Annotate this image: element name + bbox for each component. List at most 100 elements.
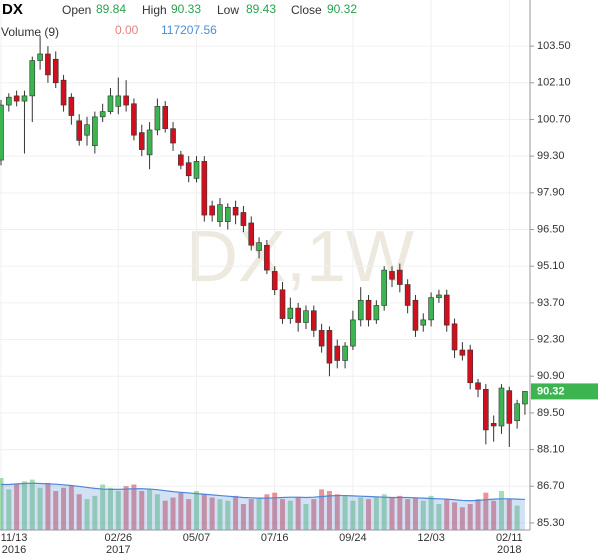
x-tick-year: 2017 bbox=[106, 544, 130, 556]
candle-body bbox=[428, 297, 434, 321]
candle-body bbox=[107, 95, 114, 112]
low-label: Low bbox=[217, 3, 239, 17]
candle-body bbox=[295, 307, 301, 323]
volume-ma-area bbox=[1, 483, 525, 530]
volume-value: 0.00 bbox=[115, 23, 139, 37]
volume-bar bbox=[154, 494, 160, 530]
volume-bar bbox=[467, 504, 473, 530]
volume-bar bbox=[45, 482, 51, 530]
candle-body bbox=[412, 299, 419, 331]
volume-bar bbox=[452, 502, 458, 530]
candle-body bbox=[404, 284, 411, 306]
volume-bar bbox=[483, 492, 489, 530]
volume-bar bbox=[334, 494, 340, 530]
volume-bar bbox=[139, 491, 145, 530]
volume-bar bbox=[264, 494, 270, 530]
volume-label: Volume (9) bbox=[1, 25, 59, 39]
candle-body bbox=[123, 95, 129, 106]
y-tick-label: 88.10 bbox=[537, 443, 565, 455]
volume-bar bbox=[37, 487, 43, 530]
last-price-box bbox=[531, 383, 598, 400]
candle-body bbox=[170, 128, 176, 144]
candle-body bbox=[185, 162, 192, 177]
volume-bar bbox=[201, 494, 207, 530]
volume-bar bbox=[21, 481, 27, 530]
x-tick-label: 02/26 bbox=[105, 532, 133, 544]
candle-body bbox=[154, 106, 161, 131]
candle-body bbox=[201, 161, 208, 216]
candle-body bbox=[193, 161, 200, 179]
y-tick-label: 93.70 bbox=[537, 297, 565, 309]
candle-body bbox=[451, 323, 458, 351]
candle-body bbox=[498, 387, 505, 427]
y-tick-label: 99.30 bbox=[537, 150, 565, 162]
volume-bar bbox=[358, 497, 364, 530]
y-tick-label: 92.30 bbox=[537, 333, 565, 345]
candle-body bbox=[131, 103, 137, 136]
grid bbox=[0, 0, 530, 530]
candle-body bbox=[92, 116, 98, 146]
candle-body bbox=[389, 271, 395, 280]
y-tick-label: 96.50 bbox=[537, 223, 565, 235]
volume-bar bbox=[326, 491, 332, 530]
volume-bar bbox=[444, 499, 450, 530]
volume-bar bbox=[420, 500, 426, 530]
volume-bar bbox=[123, 486, 129, 530]
y-tick-label: 90.90 bbox=[537, 370, 565, 382]
x-tick-label: 11/13 bbox=[1, 532, 28, 544]
candle-body bbox=[162, 106, 169, 129]
watermark: DX,1W bbox=[186, 217, 414, 297]
volume-bar bbox=[366, 499, 372, 530]
volume-bar bbox=[342, 495, 348, 530]
volume-bar bbox=[115, 491, 121, 530]
volume-bar bbox=[6, 489, 12, 530]
candle-body bbox=[483, 389, 489, 431]
volume-bar bbox=[107, 487, 113, 530]
x-tick-label: 07/16 bbox=[261, 532, 289, 544]
volume-bar bbox=[280, 499, 286, 530]
x-tick-label: 09/24 bbox=[339, 532, 367, 544]
high-value: 90.33 bbox=[171, 2, 201, 16]
candle-body bbox=[475, 382, 481, 390]
candles bbox=[0, 35, 528, 447]
candle-body bbox=[45, 53, 51, 76]
candle-body bbox=[522, 391, 528, 405]
candle-body bbox=[514, 403, 520, 422]
volume-pane bbox=[0, 478, 525, 530]
candle-body bbox=[381, 269, 387, 306]
volume-bar bbox=[498, 491, 504, 530]
y-tick-label: 100.70 bbox=[537, 113, 571, 125]
volume-bar bbox=[295, 497, 301, 530]
volume-bar bbox=[29, 479, 35, 530]
x-tick-label: 05/07 bbox=[183, 532, 211, 544]
x-tick-label: 02/11 bbox=[496, 532, 523, 544]
volume-bar bbox=[436, 504, 442, 530]
candle-body bbox=[326, 330, 333, 364]
candle-body bbox=[373, 305, 380, 321]
candle-body bbox=[146, 129, 153, 156]
y-tick-label: 103.50 bbox=[537, 40, 571, 52]
volume-bar bbox=[131, 484, 137, 530]
volume-bar bbox=[405, 499, 411, 530]
volume-ma-line bbox=[1, 482, 525, 502]
candle-body bbox=[21, 95, 28, 102]
low-value: 89.43 bbox=[246, 2, 276, 16]
volume-bar bbox=[147, 489, 153, 530]
candle-body bbox=[240, 212, 247, 226]
last-price-label: 90.32 bbox=[537, 385, 565, 397]
candle-body bbox=[397, 269, 403, 285]
open-value: 89.84 bbox=[96, 2, 126, 16]
candle-body bbox=[224, 206, 231, 222]
volume-bar bbox=[514, 505, 520, 530]
volume-bar bbox=[248, 499, 254, 530]
volume-bar bbox=[373, 497, 379, 530]
candle-body bbox=[443, 294, 450, 326]
candle-body bbox=[310, 310, 317, 331]
candle-body bbox=[256, 242, 262, 251]
y-tick-label: 85.30 bbox=[537, 517, 565, 529]
x-tick-year: 2018 bbox=[497, 544, 521, 556]
close-value: 90.32 bbox=[327, 2, 357, 16]
candle-body bbox=[115, 95, 122, 107]
